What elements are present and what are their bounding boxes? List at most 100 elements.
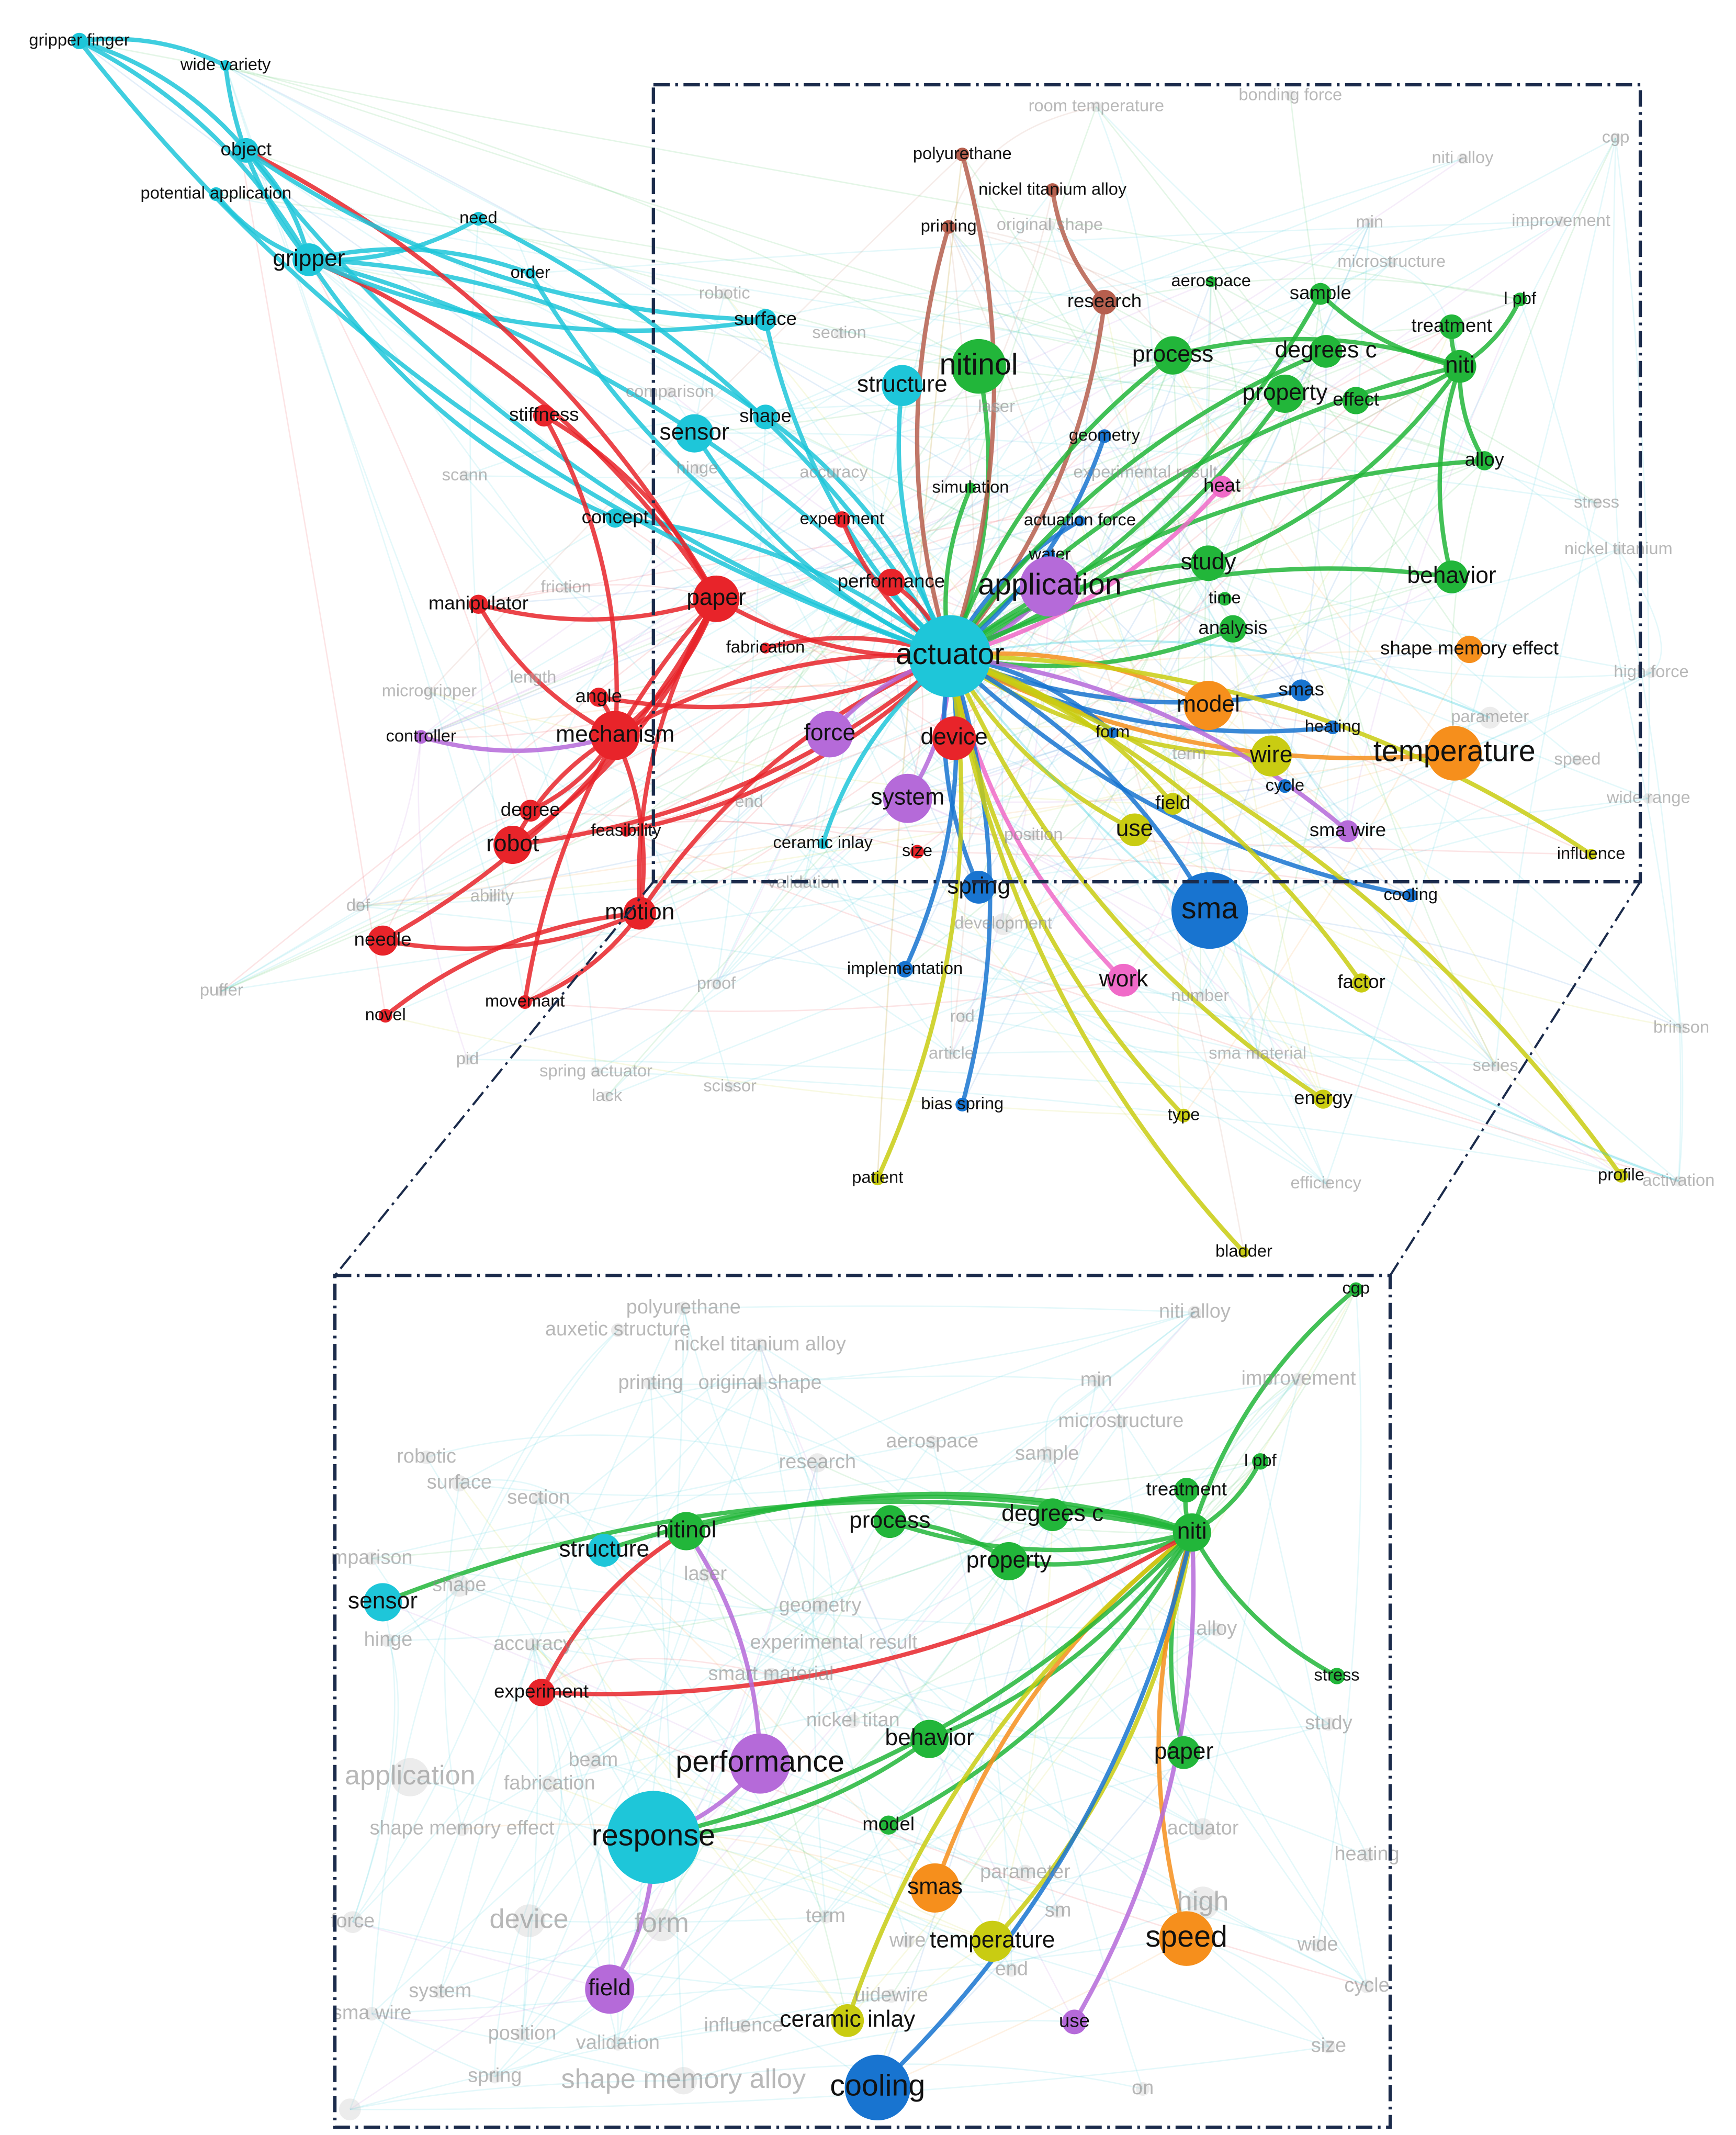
faint-node [991, 402, 1002, 413]
faint-link [765, 416, 1234, 630]
faint-link [421, 262, 1392, 738]
link [244, 148, 766, 322]
faint-node-label: wire [889, 1929, 926, 1951]
faint-link [593, 1760, 1318, 1946]
faint-node-label: scann [442, 465, 488, 484]
node-label: sample [1290, 282, 1351, 303]
node-label: heating [1305, 716, 1361, 735]
faint-node [459, 470, 470, 481]
node-label: stress [1314, 1665, 1360, 1684]
faint-node-label: improvement [1512, 210, 1610, 230]
faint-link [79, 40, 1520, 300]
faint-link [996, 407, 1412, 896]
faint-link [371, 2013, 495, 2077]
faint-link [458, 1482, 848, 2021]
link [223, 65, 311, 262]
faint-node [1051, 1904, 1065, 1918]
node-label: system [871, 784, 944, 810]
faint-node-label: activation [1642, 1170, 1715, 1189]
faint-link [444, 1483, 463, 1829]
faint-node [1676, 1022, 1687, 1034]
faint-link [833, 472, 1679, 1182]
node [1211, 476, 1233, 498]
node-label: influence [1557, 843, 1626, 862]
faint-link [385, 1015, 1184, 1117]
faint-link [371, 1312, 1196, 2015]
faint-link [358, 834, 1034, 907]
faint-link [549, 1783, 993, 1942]
faint-link [1045, 1380, 1097, 1455]
faint-link [978, 355, 1174, 887]
faint-link [382, 1601, 761, 1765]
faint-node [956, 1012, 968, 1023]
faint-node-label: position [488, 2022, 557, 2044]
faint-node [1028, 829, 1039, 841]
faint-link [765, 407, 997, 649]
faint-link [224, 65, 387, 1016]
faint-link [650, 1383, 1329, 1725]
node [527, 1679, 555, 1706]
faint-link [349, 1308, 684, 2110]
faint-node-label: sample [1015, 1443, 1079, 1465]
node-label: temperature [1373, 735, 1536, 768]
link [949, 458, 1485, 658]
faint-node-label: aerospace [886, 1430, 978, 1452]
node [932, 716, 976, 760]
node [675, 414, 714, 453]
faint-node [462, 1054, 473, 1065]
faint-link [639, 576, 1452, 914]
faint-link [459, 1383, 760, 1484]
faint-link [458, 1330, 618, 1587]
faint-node-label: pid [456, 1048, 479, 1068]
node-label: structure [857, 371, 948, 397]
faint-link [429, 691, 952, 1055]
node [1252, 1453, 1269, 1470]
faint-node [1311, 1938, 1325, 1952]
node [585, 1964, 635, 2014]
faint-node-label: number [1171, 985, 1230, 1005]
faint-node [1572, 755, 1583, 766]
node-label: use [1059, 2010, 1090, 2031]
faint-node-label: section [507, 1486, 570, 1508]
faint-node [515, 2027, 529, 2041]
faint-link [1332, 138, 1617, 728]
faint-node [753, 1338, 767, 1352]
node-label: degrees c [1275, 337, 1377, 363]
faint-link [715, 301, 1106, 985]
faint-link [1103, 301, 1578, 761]
faint-link [1233, 576, 1452, 630]
faint-link [683, 1305, 1195, 1313]
faint-node-label: influence [704, 2014, 783, 2036]
faint-link [245, 150, 979, 367]
faint-link [1172, 355, 1622, 1176]
node [1045, 183, 1059, 197]
node [910, 845, 925, 859]
faint-link [803, 882, 1679, 1182]
faint-node-label: system [409, 1980, 471, 2002]
faint-link [309, 259, 725, 296]
faint-link [685, 1531, 1368, 1987]
node [589, 688, 608, 707]
faint-node-label: accuracy [493, 1633, 573, 1655]
node [1097, 429, 1112, 443]
faint-link [771, 1560, 1010, 1676]
faint-node-label: parameter [1451, 706, 1529, 726]
faint-node [365, 2007, 379, 2021]
faint-node [1490, 1061, 1501, 1072]
faint-link [948, 226, 1357, 401]
faint-node [884, 1989, 898, 2003]
faint-link [371, 2013, 684, 2082]
faint-node [433, 1985, 447, 1999]
faint-node-label: study [1305, 1712, 1352, 1734]
faint-node-label: fabrication [504, 1772, 595, 1794]
faint-node-label: proof [697, 973, 736, 993]
node-label: behavior [1407, 563, 1496, 588]
node [621, 825, 632, 837]
node-label: cooling [1383, 884, 1437, 904]
faint-link [1096, 106, 1154, 474]
node [1205, 276, 1217, 287]
faint-node-label: alloy [1196, 1617, 1237, 1639]
node-label: paper [686, 585, 746, 610]
faint-link [748, 366, 979, 803]
faint-link [421, 158, 1463, 738]
